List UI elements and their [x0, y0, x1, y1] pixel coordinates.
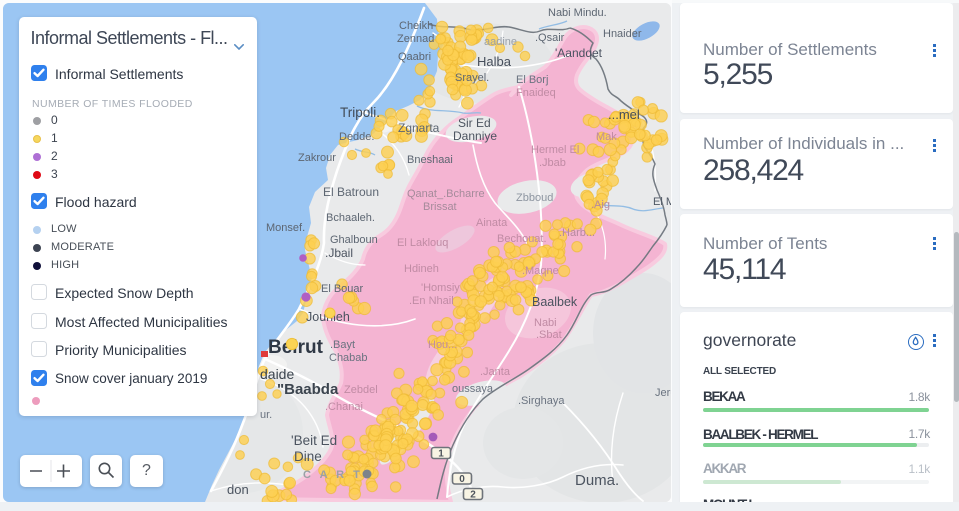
svg-text:Hermel El: Hermel El — [531, 144, 579, 156]
svg-text:Chabab: Chabab — [329, 352, 368, 364]
svg-text:Baalbek: Baalbek — [532, 295, 578, 309]
svg-text:Hou...: Hou... — [428, 339, 457, 351]
svg-text:Dine: Dine — [294, 449, 322, 464]
svg-text:Zgnarta: Zgnarta — [398, 121, 440, 135]
svg-text:.Chanai: .Chanai — [325, 401, 363, 413]
svg-text:'Aandqet: 'Aandqet — [555, 46, 603, 60]
svg-text:Zennad: Zennad — [397, 33, 434, 45]
svg-text:Srayel.: Srayel. — [455, 72, 489, 84]
svg-text:'Homsiy: 'Homsiy — [421, 282, 460, 294]
svg-text:Jeru: Jeru — [655, 387, 671, 399]
svg-text:Duma.: Duma. — [575, 472, 619, 489]
svg-text:Bchaaleh.: Bchaaleh. — [326, 212, 375, 224]
svg-text:"Baabda: "Baabda — [277, 381, 339, 398]
svg-text:.Harb...: .Harb... — [559, 227, 595, 239]
svg-text:El M: El M — [653, 196, 671, 208]
svg-text:Bechouat.: Bechouat. — [497, 233, 547, 245]
svg-text:El Batroun: El Batroun — [323, 185, 379, 199]
svg-text:Ghalboun: Ghalboun — [330, 234, 378, 246]
svg-text:don: don — [227, 482, 249, 497]
svg-text:Cheikh: Cheikh — [399, 20, 433, 32]
svg-text:.Sirghaya: .Sirghaya — [518, 395, 565, 407]
svg-text:...mel: ...mel — [608, 107, 640, 122]
svg-text:Nabi: Nabi — [534, 317, 557, 329]
svg-text:2: 2 — [470, 490, 476, 501]
svg-text:Fnaideq: Fnaideq — [516, 87, 556, 99]
svg-text:1: 1 — [438, 449, 444, 460]
svg-text:Hnaider: Hnaider — [603, 28, 642, 40]
svg-text:Zebdel: Zebdel — [344, 384, 378, 396]
svg-text:.Jbail: .Jbail — [325, 246, 353, 260]
svg-text:Tripoli.: Tripoli. — [340, 105, 380, 120]
svg-text:.Bayt: .Bayt — [330, 339, 355, 351]
svg-text:.En Nhail: .En Nhail — [409, 295, 454, 307]
svg-text:Dedde.: Dedde. — [339, 131, 374, 143]
svg-text:oussaya: oussaya — [452, 383, 494, 395]
svg-text:.Jbab: .Jbab — [539, 157, 566, 169]
svg-text:C A R T: C A R T — [303, 469, 363, 481]
svg-text:El Borj: El Borj — [516, 74, 548, 86]
svg-text:daide: daide — [260, 366, 294, 382]
svg-text:Zakrour: Zakrour — [298, 152, 336, 164]
svg-text:.Maqne: .Maqne — [522, 265, 559, 277]
svg-text:0: 0 — [459, 474, 465, 485]
svg-text:Hdineh: Hdineh — [404, 263, 439, 275]
svg-text:Sir Ed: Sir Ed — [458, 116, 491, 130]
svg-text:Qanat_.Bcharre: Qanat_.Bcharre — [407, 188, 485, 200]
svg-text:.Sbat: .Sbat — [536, 329, 562, 341]
svg-text:Nabi Mindu.: Nabi Mindu. — [548, 7, 607, 19]
svg-text:Halba: Halba — [477, 54, 512, 69]
svg-text:El Laklouq: El Laklouq — [397, 237, 448, 249]
svg-text:.Qsair: .Qsair — [535, 32, 565, 44]
svg-text:El Bouar: El Bouar — [321, 283, 364, 295]
svg-text:Brissat: Brissat — [423, 201, 457, 213]
svg-text:Ainata: Ainata — [476, 217, 508, 229]
svg-text:.Janta: .Janta — [480, 366, 511, 378]
svg-text:Zbboud: Zbboud — [516, 192, 553, 204]
svg-text:Danniye: Danniye — [453, 129, 497, 143]
svg-text:'Beit Ed: 'Beit Ed — [291, 433, 337, 448]
svg-text:.Aig: .Aig — [591, 199, 610, 211]
svg-text:Mak: Mak — [596, 131, 617, 143]
svg-text:Qaabri: Qaabri — [398, 51, 431, 63]
svg-text:Bneshaai: Bneshaai — [407, 154, 453, 166]
svg-text:ur.: ur. — [260, 409, 272, 421]
svg-text:Monsef.: Monsef. — [266, 222, 305, 234]
svg-text:aadine: aadine — [484, 36, 517, 48]
